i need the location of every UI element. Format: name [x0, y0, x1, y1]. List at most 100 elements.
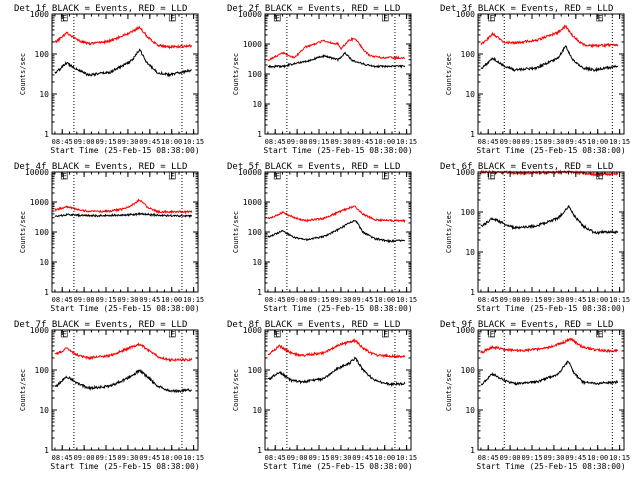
x-tick-label: 09:30 [543, 454, 564, 462]
y-tick-label: 100 [248, 228, 263, 237]
x-tick-label: 10:15 [396, 454, 417, 462]
y-tick-label: 10 [465, 90, 475, 99]
x-tick-label: 10:00 [587, 296, 608, 304]
x-tick-label: 10:15 [183, 296, 204, 304]
x-tick-label: 09:30 [330, 296, 351, 304]
x-tick-label: 09:15 [308, 296, 329, 304]
series-line-events [267, 219, 406, 244]
x-tick-label: 09:00 [287, 138, 308, 146]
x-tick-label: 09:15 [95, 138, 116, 146]
x-tick-label: 09:30 [543, 138, 564, 146]
chart-title: Det 1f BLACK = Events, RED = LLD [14, 4, 187, 14]
x-tick-label: 08:45 [265, 454, 286, 462]
x-tick-label: 10:15 [396, 138, 417, 146]
y-axis-label: Counts/sec [19, 211, 27, 253]
y-axis-label: Counts/sec [445, 53, 453, 95]
y-tick-label: 1 [257, 288, 262, 297]
x-axis-label: Start Time (25-Feb-15 08:38:00) [476, 462, 625, 471]
x-tick-label: 10:15 [609, 454, 630, 462]
y-axis-label: Counts/sec [19, 53, 27, 95]
y-axis-label: Counts/sec [232, 53, 240, 95]
x-tick-label: 10:00 [374, 138, 395, 146]
x-tick-label: 09:15 [308, 454, 329, 462]
y-axis-label: Counts/sec [232, 211, 240, 253]
x-tick-label: 09:15 [521, 454, 542, 462]
series-line-lld [267, 36, 406, 61]
x-tick-label: 09:00 [74, 454, 95, 462]
y-tick-label: 100 [248, 366, 263, 375]
x-tick-label: 08:45 [478, 296, 499, 304]
y-tick-label: 100 [35, 366, 50, 375]
marker-label: E [598, 330, 603, 339]
x-tick-label: 09:45 [352, 138, 373, 146]
x-axis-label: Start Time (25-Feb-15 08:38:00) [263, 304, 412, 313]
plot-frame [477, 13, 625, 135]
chart-title: Det 6f BLACK = Events, RED = LLD [440, 162, 613, 172]
x-tick-label: 09:45 [139, 138, 160, 146]
x-tick-label: 09:45 [352, 454, 373, 462]
chart-title: Det 8f BLACK = Events, RED = LLD [227, 320, 400, 330]
chart-title: Det 3f BLACK = Events, RED = LLD [440, 4, 613, 14]
x-tick-label: 10:15 [609, 138, 630, 146]
series-line-lld [54, 25, 193, 50]
plot-frame [51, 13, 199, 135]
marker-label: E [170, 330, 175, 339]
y-tick-label: 1 [470, 288, 475, 297]
x-tick-label: 09:15 [308, 138, 329, 146]
series-line-lld [54, 341, 193, 363]
y-tick-label: 100 [461, 208, 476, 217]
x-tick-label: 09:45 [565, 138, 586, 146]
y-tick-label: 1 [44, 130, 49, 139]
x-tick-label: 10:00 [161, 296, 182, 304]
y-tick-label: 1000 [456, 168, 475, 177]
y-tick-label: 1 [257, 446, 262, 455]
x-tick-label: 09:00 [74, 138, 95, 146]
x-axis-label: Start Time (25-Feb-15 08:38:00) [263, 462, 412, 471]
chart-title: Det 5f BLACK = Events, RED = LLD [227, 162, 400, 172]
y-tick-label: 10 [465, 248, 475, 257]
chart-title: Det 4f BLACK = Events, RED = LLD [14, 162, 187, 172]
y-tick-label: 1000 [456, 10, 475, 19]
x-tick-label: 09:45 [139, 454, 160, 462]
plot-frame [477, 171, 625, 293]
y-tick-label: 10 [39, 258, 49, 267]
y-tick-label: 1000 [243, 326, 262, 335]
x-tick-label: 08:45 [52, 296, 73, 304]
marker-label: E [62, 14, 67, 23]
x-tick-label: 10:00 [587, 454, 608, 462]
series-line-events [54, 211, 192, 219]
marker-label: E [62, 172, 67, 181]
x-tick-label: 10:15 [609, 296, 630, 304]
x-tick-label: 10:00 [161, 454, 182, 462]
y-tick-label: 10 [252, 258, 262, 267]
series-line-events [267, 51, 406, 69]
x-tick-label: 09:00 [287, 296, 308, 304]
y-tick-label: 10000 [238, 168, 262, 177]
x-tick-label: 10:15 [183, 454, 204, 462]
y-tick-label: 100 [35, 228, 50, 237]
marker-label: E [275, 330, 280, 339]
x-tick-label: 08:45 [265, 296, 286, 304]
marker-label: E [490, 14, 495, 23]
x-axis-label: Start Time (25-Feb-15 08:38:00) [476, 146, 625, 155]
x-tick-label: 10:15 [396, 296, 417, 304]
y-tick-label: 1000 [243, 40, 262, 49]
y-tick-label: 100 [461, 50, 476, 59]
x-axis-label: Start Time (25-Feb-15 08:38:00) [476, 304, 625, 313]
marker-label: E [598, 14, 603, 23]
x-tick-label: 08:45 [478, 454, 499, 462]
x-tick-label: 10:00 [587, 138, 608, 146]
series-line-events [480, 44, 619, 73]
series-line-lld [267, 205, 406, 223]
x-tick-label: 09:30 [330, 454, 351, 462]
plot-frame [264, 329, 412, 451]
marker-label: E [383, 172, 388, 181]
x-tick-label: 10:00 [374, 296, 395, 304]
y-axis-label: Counts/sec [19, 369, 27, 411]
x-tick-label: 10:00 [161, 138, 182, 146]
